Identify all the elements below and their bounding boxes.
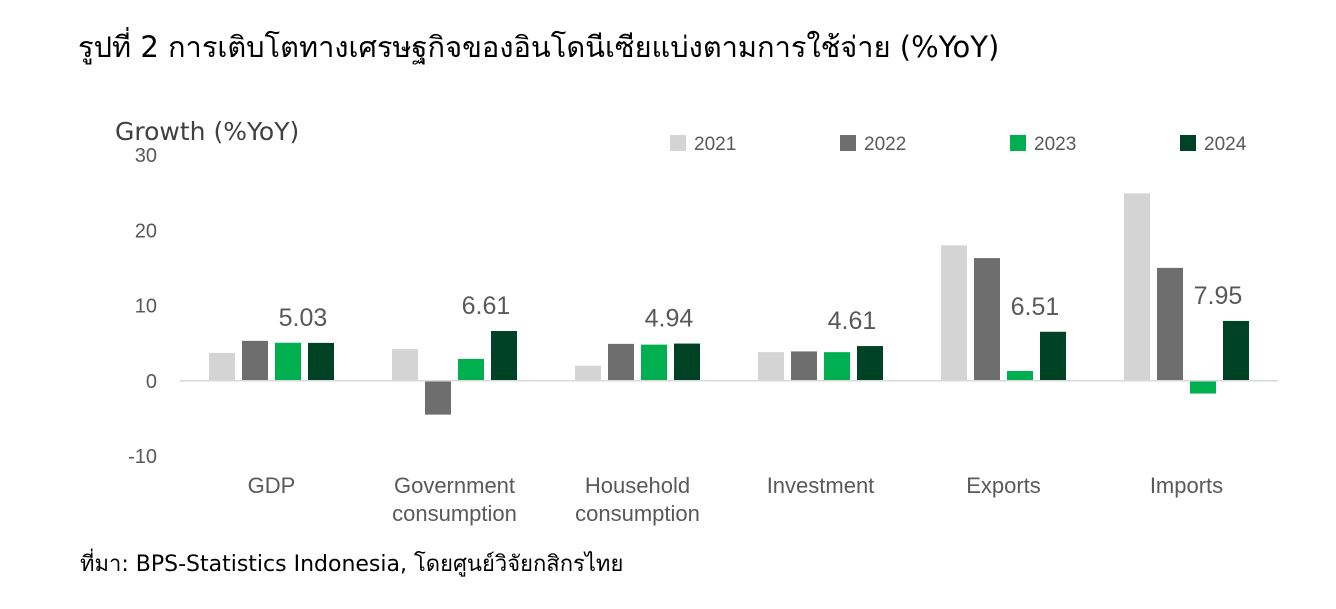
y-axis-title: Growth (%YoY) — [115, 117, 299, 146]
category-label: consumption — [575, 501, 700, 526]
y-axis-ticks: -10 0 10 20 30 — [128, 145, 157, 468]
legend-label: 2023 — [1034, 134, 1076, 155]
y-tick-label: 30 — [135, 145, 157, 167]
data-label: 7.95 — [1194, 282, 1243, 310]
bar-2021 — [209, 352, 235, 381]
category-label: Exports — [966, 473, 1041, 498]
bar-2021 — [1124, 193, 1150, 381]
data-label: 5.03 — [279, 304, 328, 332]
bar-2024 — [1223, 320, 1249, 381]
category-label: GDP — [248, 473, 296, 498]
legend-swatch — [1010, 135, 1026, 151]
page-title: รูปที่ 2 การเติบโตทางเศรษฐกิจของอินโดนีเ… — [78, 30, 1000, 64]
source-note: ที่มา: BPS-Statistics Indonesia, โดยศูนย… — [80, 552, 624, 577]
category-label: Investment — [767, 473, 875, 498]
legend-swatch — [840, 135, 856, 151]
bar-2023 — [458, 358, 484, 381]
data-label: 6.61 — [462, 292, 511, 320]
data-label: 4.61 — [828, 307, 877, 335]
bar-2024 — [1040, 331, 1066, 381]
bar-2021 — [392, 349, 418, 381]
legend-label: 2021 — [694, 134, 736, 155]
category-labels: GDP Government consumption Household consump… — [248, 473, 1224, 526]
legend-label: 2022 — [864, 134, 906, 155]
bar-2022 — [974, 258, 1000, 381]
data-label: 6.51 — [1011, 293, 1060, 321]
bar-2023 — [641, 344, 667, 381]
bar-2022 — [425, 380, 451, 415]
legend: 2021 2022 2023 2024 — [670, 134, 1247, 155]
y-tick-label: 20 — [135, 220, 157, 242]
y-tick-label: -10 — [128, 446, 157, 468]
bar-2024 — [308, 342, 334, 381]
legend-label: 2024 — [1204, 134, 1247, 155]
category-label: consumption — [392, 501, 517, 526]
y-tick-label: 0 — [146, 371, 157, 393]
bar-2023 — [275, 342, 301, 381]
bar-2022 — [608, 343, 634, 381]
bar-2023 — [1007, 370, 1033, 381]
bar-2022 — [791, 351, 817, 381]
bar-2024 — [674, 343, 700, 381]
bar-2021 — [575, 365, 601, 381]
bar-2021 — [941, 245, 967, 381]
y-tick-label: 10 — [135, 296, 157, 318]
bar-2022 — [1157, 267, 1183, 381]
bar-2024 — [857, 346, 883, 381]
category-label: Imports — [1150, 473, 1223, 498]
bar-2022 — [242, 340, 268, 381]
bars — [209, 193, 1249, 415]
category-label: Government — [394, 473, 515, 498]
bar-2021 — [758, 352, 784, 381]
data-label: 4.94 — [645, 305, 694, 333]
legend-swatch — [670, 135, 686, 151]
data-labels: 5.03 6.61 4.94 4.61 6.51 7.95 — [279, 282, 1243, 335]
category-label: Household — [585, 473, 690, 498]
bar-2023 — [824, 352, 850, 381]
bar-2024 — [491, 331, 517, 381]
bar-2023 — [1190, 380, 1216, 394]
legend-swatch — [1180, 135, 1196, 151]
